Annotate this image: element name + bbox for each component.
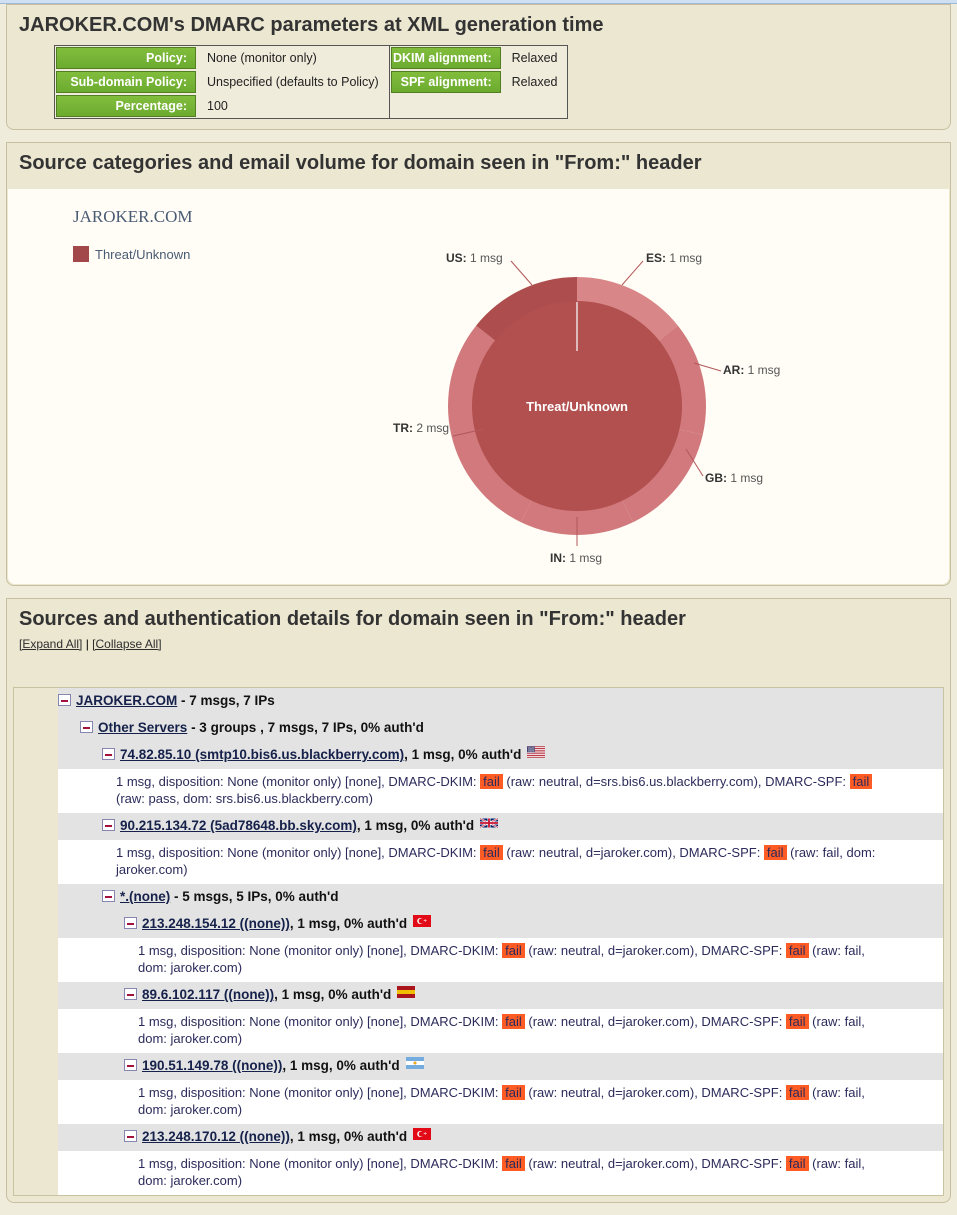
svg-text:Threat/Unknown: Threat/Unknown: [526, 399, 628, 414]
